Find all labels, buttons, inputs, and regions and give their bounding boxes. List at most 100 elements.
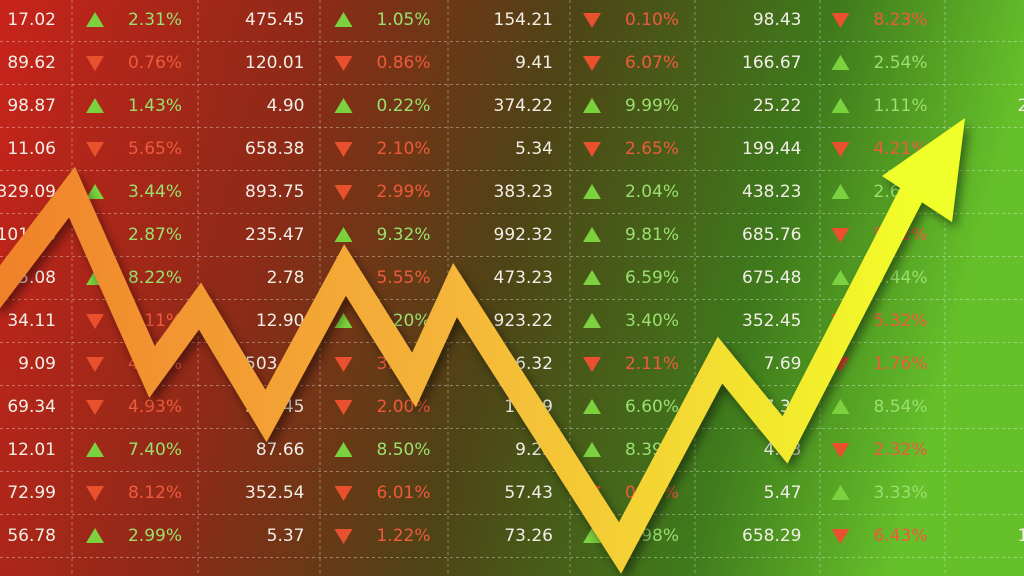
up-arrow bbox=[831, 270, 850, 285]
down-arrow bbox=[86, 357, 104, 372]
down-arrow bbox=[86, 56, 104, 71]
down-arrow bbox=[583, 357, 601, 372]
down-arrow bbox=[334, 529, 353, 544]
change: 8.23% bbox=[873, 10, 927, 30]
change: 5.32% bbox=[873, 311, 927, 331]
down-arrow bbox=[334, 185, 353, 200]
up-arrow bbox=[583, 227, 601, 242]
price: 267 bbox=[1018, 96, 1024, 116]
change: 1.43% bbox=[128, 96, 182, 116]
price: 5.37 bbox=[267, 526, 305, 546]
up-arrow bbox=[831, 485, 850, 500]
change: 5.65% bbox=[128, 139, 182, 159]
up-arrow bbox=[86, 98, 104, 113]
up-arrow bbox=[86, 184, 104, 199]
quote-table: 17.02 2.31% 475.45 1.05% 154.21 0.10% 98.43 8.2… bbox=[0, 10, 1024, 546]
change: 4.93% bbox=[128, 397, 182, 417]
price: 87.66 bbox=[256, 440, 305, 460]
price: 199.44 bbox=[742, 139, 801, 159]
up-arrow bbox=[86, 12, 104, 27]
price: 34.11 bbox=[7, 311, 56, 331]
up-arrow bbox=[334, 313, 353, 328]
change: 2.32% bbox=[873, 440, 927, 460]
price: 89.62 bbox=[7, 53, 56, 73]
change: 2.99% bbox=[128, 526, 182, 546]
price: 658.38 bbox=[245, 139, 304, 159]
price: 9.09 bbox=[18, 354, 56, 374]
change: 8.22% bbox=[128, 268, 182, 288]
arrow-head bbox=[882, 118, 965, 222]
change: 6.60% bbox=[625, 397, 679, 417]
price: 923.22 bbox=[494, 311, 553, 331]
up-arrow bbox=[334, 12, 353, 27]
change: 2.87% bbox=[128, 225, 182, 245]
change: 6.07% bbox=[625, 53, 679, 73]
down-arrow bbox=[831, 443, 850, 458]
down-arrow bbox=[831, 13, 850, 28]
price: 12.01 bbox=[7, 440, 56, 460]
change: 9.81% bbox=[625, 225, 679, 245]
price: 98.43 bbox=[753, 10, 802, 30]
up-arrow bbox=[334, 98, 353, 113]
price: 235.47 bbox=[245, 225, 304, 245]
up-arrow bbox=[831, 399, 850, 414]
change: 1.76% bbox=[873, 354, 927, 374]
price: 98.87 bbox=[7, 96, 56, 116]
price: 992.32 bbox=[494, 225, 553, 245]
change: 3.40% bbox=[625, 311, 679, 331]
up-arrow bbox=[86, 442, 104, 457]
down-arrow bbox=[334, 142, 353, 157]
price: 5.34 bbox=[515, 139, 553, 159]
price: 69.34 bbox=[7, 397, 56, 417]
up-arrow bbox=[334, 227, 353, 242]
down-arrow bbox=[334, 400, 353, 415]
change: 0.86% bbox=[376, 53, 430, 73]
change: 8.50% bbox=[376, 440, 430, 460]
down-arrow bbox=[334, 357, 353, 372]
price: 5.47 bbox=[764, 483, 802, 503]
price: 25.22 bbox=[753, 96, 802, 116]
down-arrow bbox=[86, 400, 104, 415]
change: 3.44% bbox=[128, 182, 182, 202]
price: 166.67 bbox=[742, 53, 801, 73]
down-arrow bbox=[583, 142, 601, 157]
price: 57.43 bbox=[504, 483, 553, 503]
price: 12.90 bbox=[256, 311, 305, 331]
down-arrow bbox=[831, 228, 850, 243]
change: 2.31% bbox=[128, 10, 182, 30]
price: 17.02 bbox=[7, 10, 56, 30]
price: 73.26 bbox=[504, 526, 553, 546]
up-arrow bbox=[583, 98, 601, 113]
change: 2.00% bbox=[376, 397, 430, 417]
price: 4.90 bbox=[267, 96, 305, 116]
change: 2.04% bbox=[625, 182, 679, 202]
change: 6.59% bbox=[625, 268, 679, 288]
change: 6.01% bbox=[376, 483, 430, 503]
price: 438.23 bbox=[742, 182, 801, 202]
change: 2.54% bbox=[873, 53, 927, 73]
price: 352.54 bbox=[245, 483, 304, 503]
down-arrow bbox=[86, 142, 104, 157]
price: 11.06 bbox=[7, 139, 56, 159]
change: 1.05% bbox=[376, 10, 430, 30]
change: 8.54% bbox=[873, 397, 927, 417]
up-arrow bbox=[583, 442, 601, 457]
down-arrow bbox=[334, 486, 353, 501]
price: 154.21 bbox=[494, 10, 553, 30]
up-arrow bbox=[831, 184, 850, 199]
arrow-line bbox=[0, 162, 937, 574]
price: 374.22 bbox=[494, 96, 553, 116]
up-arrow bbox=[583, 528, 601, 543]
change: 5.55% bbox=[376, 268, 430, 288]
change: 2.11% bbox=[625, 354, 679, 374]
down-arrow bbox=[583, 56, 601, 71]
price: 120.01 bbox=[245, 53, 304, 73]
price: 685.76 bbox=[742, 225, 801, 245]
up-arrow bbox=[86, 528, 104, 543]
change: 0.76% bbox=[128, 53, 182, 73]
price: 7.69 bbox=[764, 354, 802, 374]
trend-arrow bbox=[0, 118, 965, 574]
change: 1.11% bbox=[873, 96, 927, 116]
change: 0.10% bbox=[625, 10, 679, 30]
